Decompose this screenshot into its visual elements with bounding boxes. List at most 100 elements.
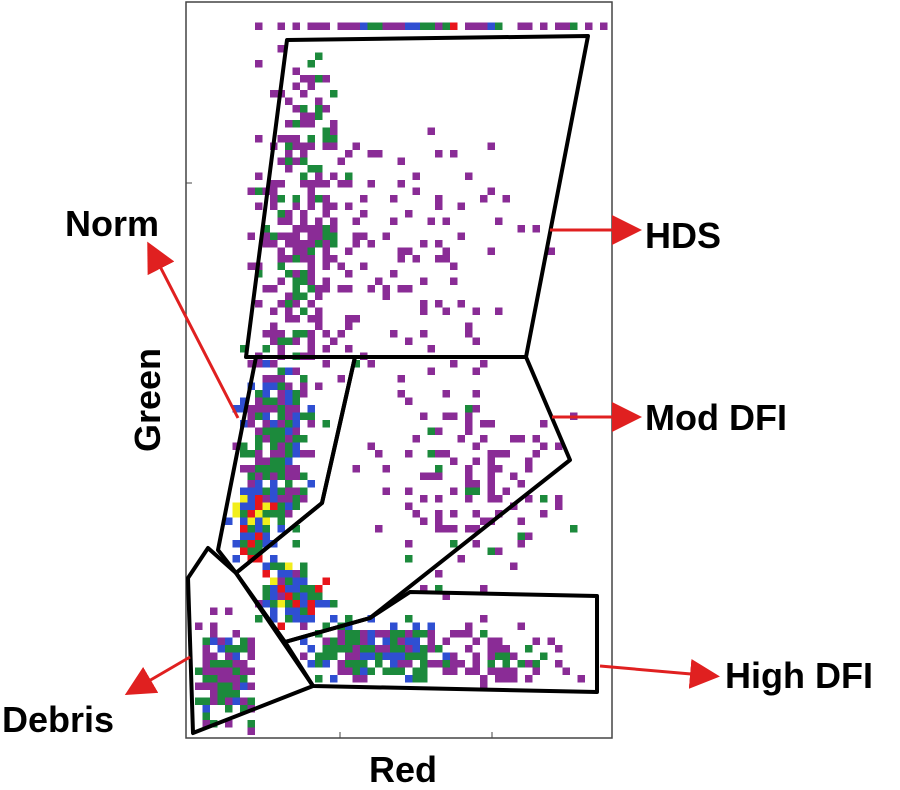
density-cell	[202, 682, 210, 690]
density-cell	[300, 75, 308, 83]
density-cell	[285, 337, 293, 345]
density-cell	[555, 502, 563, 510]
density-cell	[367, 442, 375, 450]
density-cell	[285, 570, 293, 578]
density-cell	[345, 180, 353, 188]
density-cell	[307, 82, 315, 90]
density-cell	[480, 360, 488, 368]
density-cell	[217, 637, 225, 645]
density-cell	[277, 472, 285, 480]
density-cell	[300, 390, 308, 398]
density-cell	[375, 645, 383, 653]
density-cell	[262, 232, 270, 240]
density-cell	[255, 555, 263, 563]
density-cell	[352, 232, 360, 240]
density-cell	[517, 517, 525, 525]
density-cell	[307, 112, 315, 120]
density-cell	[540, 420, 548, 428]
density-cell	[292, 502, 300, 510]
density-cell	[330, 120, 338, 128]
density-cell	[322, 135, 330, 143]
density-cell	[450, 262, 458, 270]
density-cell	[285, 315, 293, 323]
density-cell	[495, 307, 503, 315]
density-cell	[285, 232, 293, 240]
density-cell	[285, 150, 293, 158]
density-cell	[270, 307, 278, 315]
density-cell	[292, 142, 300, 150]
density-cell	[367, 630, 375, 638]
density-cell	[352, 675, 360, 683]
density-cell	[345, 322, 353, 330]
density-cell	[330, 135, 338, 143]
density-cell	[390, 622, 398, 630]
density-cell	[442, 450, 450, 458]
density-cell	[562, 22, 570, 30]
label-hds: HDS	[645, 215, 721, 256]
density-cell	[292, 300, 300, 308]
density-cell	[217, 645, 225, 653]
density-cell	[307, 187, 315, 195]
density-cell	[202, 720, 210, 728]
density-cell	[315, 660, 323, 668]
density-cell	[487, 247, 495, 255]
density-cell	[367, 180, 375, 188]
density-cell	[435, 202, 443, 210]
density-cell	[292, 195, 300, 203]
density-cell	[472, 667, 480, 675]
density-cell	[532, 435, 540, 443]
density-cell	[277, 510, 285, 518]
density-cell	[255, 300, 263, 308]
density-cell	[240, 667, 248, 675]
density-cell	[300, 562, 308, 570]
density-cell	[367, 652, 375, 660]
density-cell	[307, 607, 315, 615]
density-cell	[292, 525, 300, 533]
density-cell	[292, 465, 300, 473]
density-cell	[232, 555, 240, 563]
density-cell	[277, 592, 285, 600]
density-cell	[307, 75, 315, 83]
density-cell	[300, 495, 308, 503]
density-cell	[285, 142, 293, 150]
density-cell	[465, 630, 473, 638]
density-cell	[225, 720, 233, 728]
density-cell	[225, 517, 233, 525]
density-cell	[240, 660, 248, 668]
density-cell	[292, 330, 300, 338]
density-cell	[435, 510, 443, 518]
density-cell	[487, 450, 495, 458]
density-cell	[412, 510, 420, 518]
density-cell	[322, 232, 330, 240]
density-cell	[247, 420, 255, 428]
density-cell	[292, 570, 300, 578]
density-cell	[225, 652, 233, 660]
density-cell	[277, 277, 285, 285]
density-cell	[285, 435, 293, 443]
density-cell	[322, 637, 330, 645]
density-cell	[232, 690, 240, 698]
density-cell	[570, 22, 578, 30]
density-cell	[292, 600, 300, 608]
density-cell	[330, 142, 338, 150]
density-cell	[472, 487, 480, 495]
density-cell	[532, 450, 540, 458]
density-cell	[285, 240, 293, 248]
density-cell	[315, 585, 323, 593]
density-cell	[292, 120, 300, 128]
density-cell	[300, 210, 308, 218]
density-cell	[465, 667, 473, 675]
density-cell	[202, 645, 210, 653]
density-cell	[427, 345, 435, 353]
density-cell	[367, 637, 375, 645]
density-cell	[277, 330, 285, 338]
density-cell	[210, 660, 218, 668]
density-cell	[240, 682, 248, 690]
density-cell	[420, 240, 428, 248]
density-cell	[360, 630, 368, 638]
density-cell	[255, 525, 263, 533]
density-cell	[255, 450, 263, 458]
density-cell	[390, 270, 398, 278]
density-cell	[540, 442, 548, 450]
density-cell	[292, 315, 300, 323]
